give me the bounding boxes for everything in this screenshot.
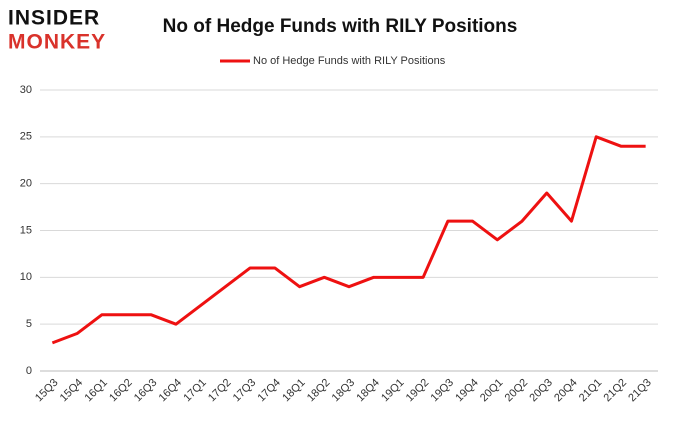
logo-bottom: MONKEY (8, 31, 106, 54)
logo-top: INSIDER (8, 7, 100, 30)
y-tick-label: 15 (20, 224, 32, 236)
y-tick-label: 10 (20, 271, 32, 283)
chart-title: No of Hedge Funds with RILY Positions (163, 16, 518, 37)
y-tick-label: 20 (20, 178, 32, 190)
y-tick-label: 0 (26, 365, 32, 377)
legend-label: No of Hedge Funds with RILY Positions (253, 55, 446, 67)
data-line (51, 135, 646, 345)
y-tick-label: 5 (26, 318, 32, 330)
y-tick-label: 25 (20, 131, 32, 143)
y-tick-label: 30 (20, 84, 32, 96)
